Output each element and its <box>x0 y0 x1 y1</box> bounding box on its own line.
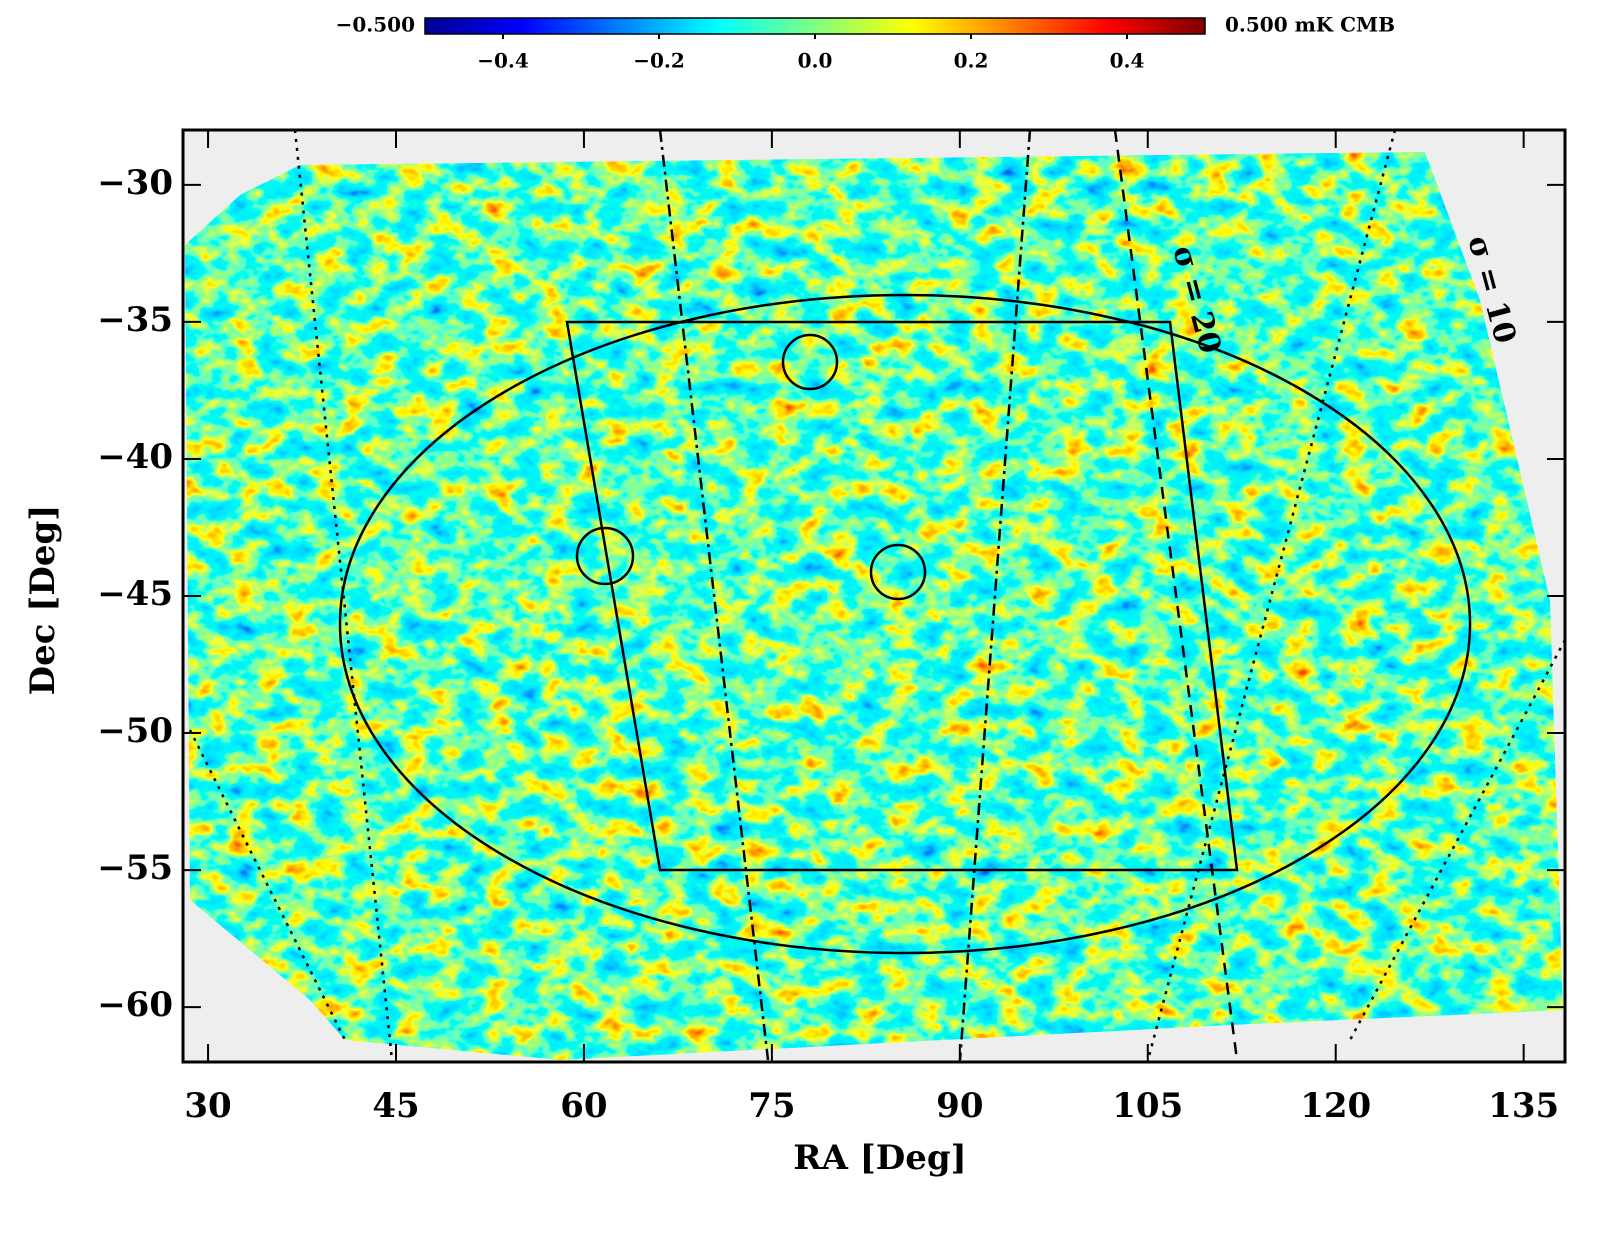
colorbar-tick-label: −0.2 <box>633 49 685 73</box>
y-tick-label: −35 <box>97 300 173 340</box>
survey-box <box>565 320 1239 872</box>
colorbar-tick-label: 0.2 <box>954 49 989 73</box>
x-tick-label: 45 <box>372 1086 419 1126</box>
grid-curve <box>658 129 770 1061</box>
grid-curve <box>958 129 1032 1061</box>
y-tick-label: −50 <box>97 711 173 751</box>
colorbar-min-label: −0.500 <box>336 13 415 37</box>
colorbar <box>424 17 1206 35</box>
grid-curve <box>1146 129 1397 1061</box>
y-tick-label: −45 <box>97 574 173 614</box>
x-tick-label: 120 <box>1300 1086 1371 1126</box>
cluster-circle <box>575 526 635 586</box>
overlays <box>188 129 1567 1061</box>
x-tick-label: 135 <box>1488 1086 1559 1126</box>
grid-curve <box>1113 129 1239 1061</box>
grid-curve <box>1348 639 1567 1041</box>
colorbar-tick-label: 0.0 <box>798 49 833 73</box>
cluster-circle <box>869 543 927 601</box>
y-tick-label: −55 <box>97 848 173 888</box>
cluster-circle <box>781 333 839 391</box>
x-tick-label: 60 <box>560 1086 607 1126</box>
y-tick-label: −60 <box>97 985 173 1025</box>
grid-curve <box>188 729 347 1041</box>
ellipse-region <box>338 293 1472 955</box>
y-tick-label: −30 <box>97 163 173 203</box>
x-axis-label: RA [Deg] <box>793 1138 967 1178</box>
x-tick-label: 90 <box>936 1086 983 1126</box>
x-tick-label: 105 <box>1112 1086 1183 1126</box>
y-axis-label: Dec [Deg] <box>23 505 63 696</box>
colorbar-tick-label: −0.4 <box>477 49 529 73</box>
grid-curve <box>293 129 394 1061</box>
colorbar-max-label: 0.500 mK CMB <box>1225 13 1395 37</box>
sky-map <box>185 152 1563 1060</box>
x-tick-label: 75 <box>748 1086 795 1126</box>
y-tick-label: −40 <box>97 437 173 477</box>
colorbar-tick-label: 0.4 <box>1110 49 1145 73</box>
x-tick-label: 30 <box>184 1086 231 1126</box>
